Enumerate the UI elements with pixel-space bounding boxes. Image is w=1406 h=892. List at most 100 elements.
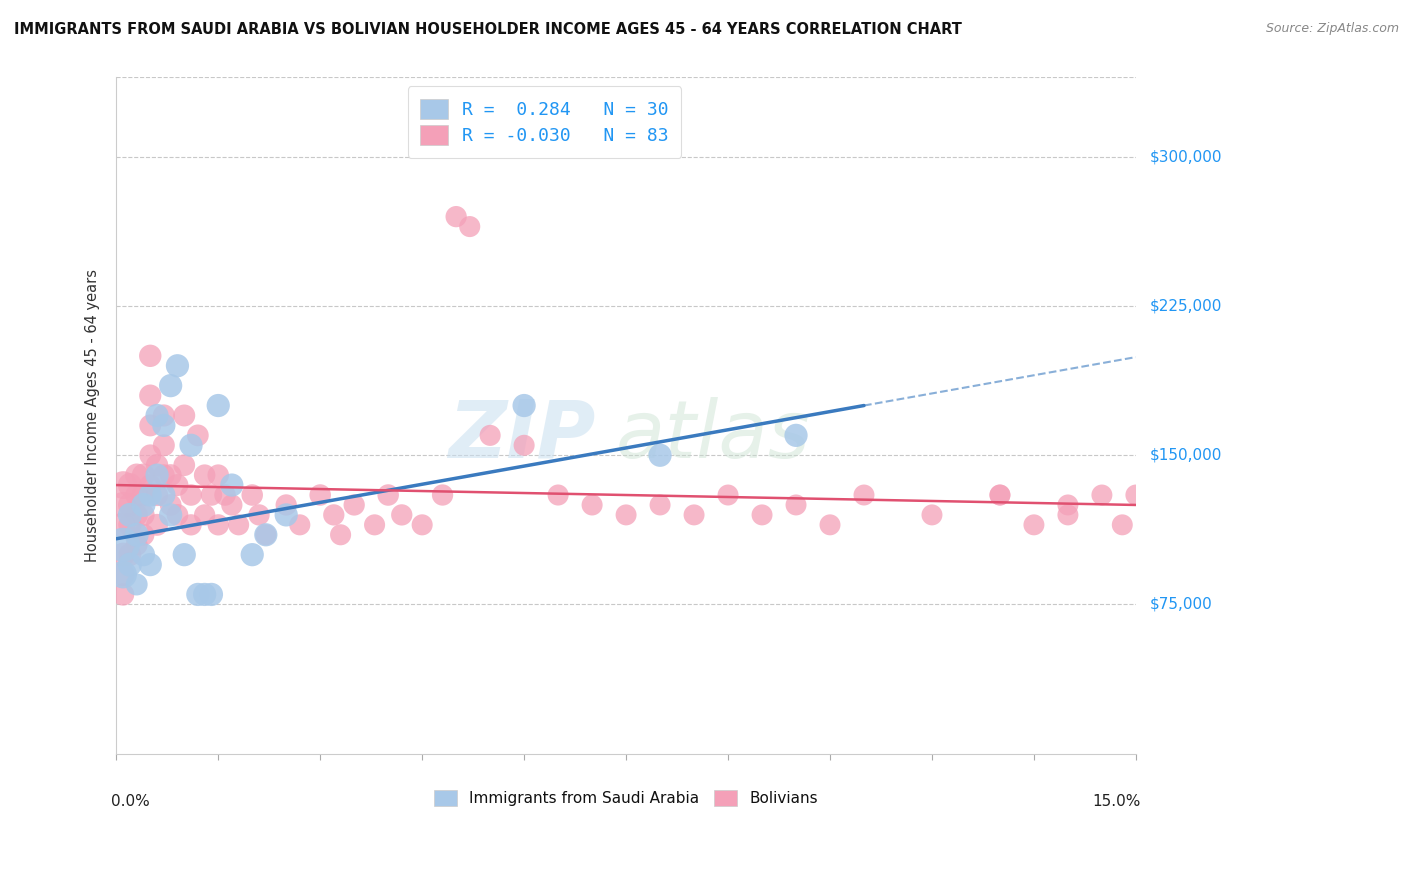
Point — [153, 409, 176, 423]
Point — [513, 438, 536, 452]
Text: ZIP: ZIP — [449, 397, 596, 475]
Point — [988, 488, 1011, 502]
Point — [276, 508, 298, 522]
Point — [1111, 517, 1133, 532]
Point — [118, 548, 141, 562]
Point — [180, 488, 202, 502]
Point — [200, 488, 222, 502]
Point — [444, 210, 467, 224]
Point — [118, 558, 141, 572]
Point — [309, 488, 332, 502]
Point — [132, 508, 155, 522]
Point — [988, 488, 1011, 502]
Point — [200, 587, 222, 601]
Point — [118, 478, 141, 492]
Point — [139, 488, 162, 502]
Point — [818, 517, 841, 532]
Point — [921, 508, 943, 522]
Point — [139, 388, 162, 402]
Point — [118, 508, 141, 522]
Text: $300,000: $300,000 — [1150, 150, 1222, 164]
Point — [118, 517, 141, 532]
Point — [479, 428, 502, 442]
Point — [683, 508, 706, 522]
Point — [159, 378, 181, 392]
Point — [432, 488, 454, 502]
Point — [1022, 517, 1045, 532]
Point — [785, 498, 807, 512]
Point — [221, 498, 243, 512]
Point — [132, 528, 155, 542]
Point — [221, 478, 243, 492]
Point — [125, 577, 148, 591]
Point — [648, 498, 671, 512]
Point — [194, 468, 217, 483]
Point — [173, 458, 195, 473]
Point — [391, 508, 413, 522]
Point — [751, 508, 773, 522]
Point — [112, 517, 135, 532]
Point — [1091, 488, 1114, 502]
Point — [173, 548, 195, 562]
Point — [132, 468, 155, 483]
Point — [1057, 508, 1080, 522]
Point — [547, 488, 569, 502]
Point — [153, 468, 176, 483]
Point — [240, 488, 263, 502]
Point — [240, 548, 263, 562]
Point — [343, 498, 366, 512]
Point — [276, 498, 298, 512]
Point — [717, 488, 740, 502]
Point — [112, 567, 135, 582]
Point — [187, 587, 209, 601]
Point — [132, 488, 155, 502]
Point — [112, 498, 135, 512]
Point — [254, 528, 277, 542]
Text: IMMIGRANTS FROM SAUDI ARABIA VS BOLIVIAN HOUSEHOLDER INCOME AGES 45 - 64 YEARS C: IMMIGRANTS FROM SAUDI ARABIA VS BOLIVIAN… — [14, 22, 962, 37]
Point — [166, 359, 188, 373]
Point — [159, 498, 181, 512]
Point — [173, 409, 195, 423]
Point — [125, 528, 148, 542]
Point — [139, 558, 162, 572]
Point — [228, 517, 250, 532]
Point — [214, 488, 236, 502]
Point — [146, 517, 169, 532]
Point — [207, 399, 229, 413]
Text: atlas: atlas — [616, 397, 811, 475]
Text: $150,000: $150,000 — [1150, 448, 1222, 463]
Point — [288, 517, 311, 532]
Point — [153, 438, 176, 452]
Point — [125, 508, 148, 522]
Point — [614, 508, 637, 522]
Point — [139, 349, 162, 363]
Point — [112, 548, 135, 562]
Point — [377, 488, 399, 502]
Point — [153, 418, 176, 433]
Point — [112, 538, 135, 552]
Point — [194, 587, 217, 601]
Point — [411, 517, 433, 532]
Point — [139, 478, 162, 492]
Point — [112, 587, 135, 601]
Y-axis label: Householder Income Ages 45 - 64 years: Householder Income Ages 45 - 64 years — [86, 269, 100, 562]
Point — [125, 538, 148, 552]
Point — [125, 488, 148, 502]
Point — [363, 517, 385, 532]
Text: $75,000: $75,000 — [1150, 597, 1212, 612]
Point — [458, 219, 481, 234]
Point — [1057, 498, 1080, 512]
Text: 0.0%: 0.0% — [111, 794, 150, 809]
Text: $225,000: $225,000 — [1150, 299, 1222, 314]
Point — [247, 508, 270, 522]
Point — [187, 428, 209, 442]
Point — [132, 548, 155, 562]
Point — [146, 468, 169, 483]
Point — [125, 468, 148, 483]
Point — [194, 508, 217, 522]
Point — [513, 399, 536, 413]
Point — [146, 458, 169, 473]
Point — [207, 468, 229, 483]
Point — [166, 508, 188, 522]
Point — [139, 418, 162, 433]
